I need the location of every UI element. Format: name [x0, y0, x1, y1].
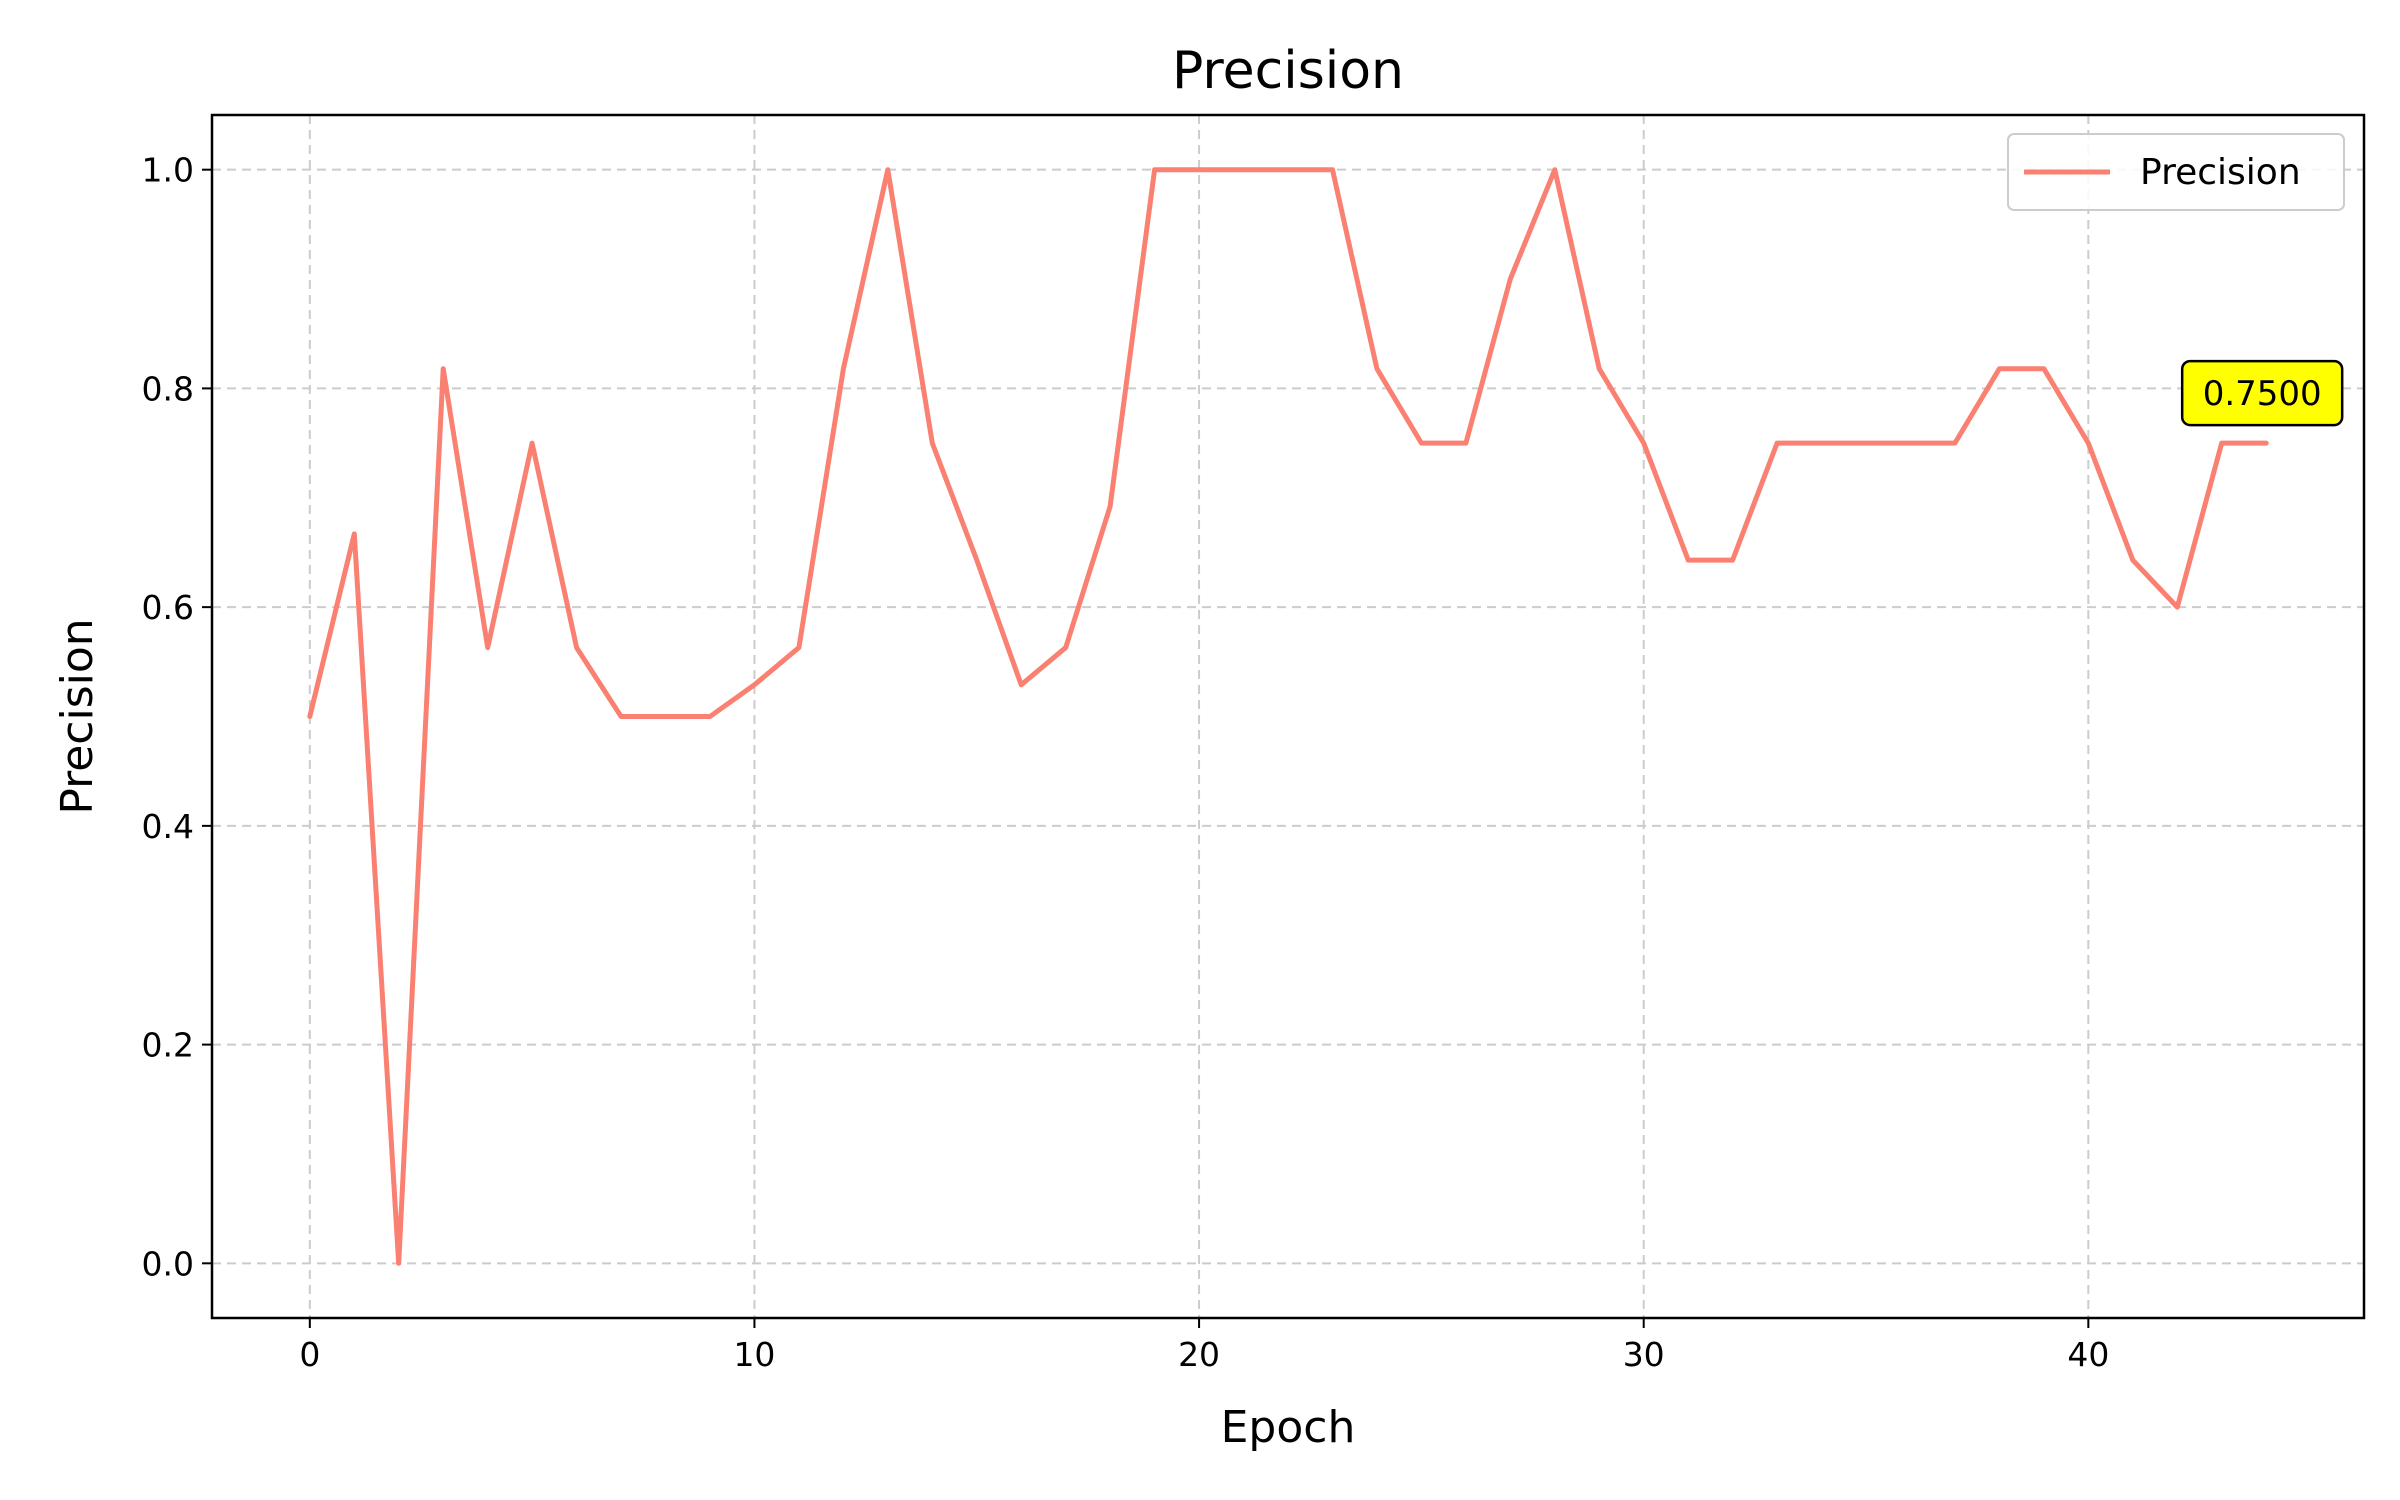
series-line-precision [307, 167, 2269, 1266]
legend: Precision [2007, 133, 2345, 211]
x-axis-title: Epoch [1221, 1402, 1356, 1453]
grid [212, 115, 2364, 1318]
y-tick-label: 0.0 [142, 1244, 194, 1283]
last-value-annotation: 0.7500 [2180, 359, 2344, 427]
annotation-box [2180, 359, 2344, 427]
chart-title: Precision [1172, 41, 1404, 101]
y-tick-label: 0.6 [142, 588, 194, 627]
x-tick-label: 10 [733, 1335, 775, 1374]
y-axis-title: Precision [52, 618, 103, 814]
x-tick-label: 20 [1178, 1335, 1220, 1374]
y-tick-label: 0.8 [142, 369, 194, 408]
x-tick-label: 30 [1623, 1335, 1665, 1374]
y-tick-label: 0.2 [142, 1026, 194, 1065]
x-tick-label: 0 [299, 1335, 320, 1374]
legend-label-precision: Precision [2140, 152, 2301, 193]
legend-box [2007, 133, 2345, 211]
series-layer [307, 167, 2269, 1266]
y-tick-label: 1.0 [142, 151, 194, 190]
y-tick-label: 0.4 [142, 807, 194, 846]
plot-frame [210, 113, 2366, 1320]
ticks: 0 10 20 30 40 0.0 0.2 0.4 0.6 0.8 1.0 [142, 151, 2110, 1374]
x-tick-label: 40 [2067, 1335, 2109, 1374]
annotation-text: 0.7500 [2203, 374, 2322, 414]
